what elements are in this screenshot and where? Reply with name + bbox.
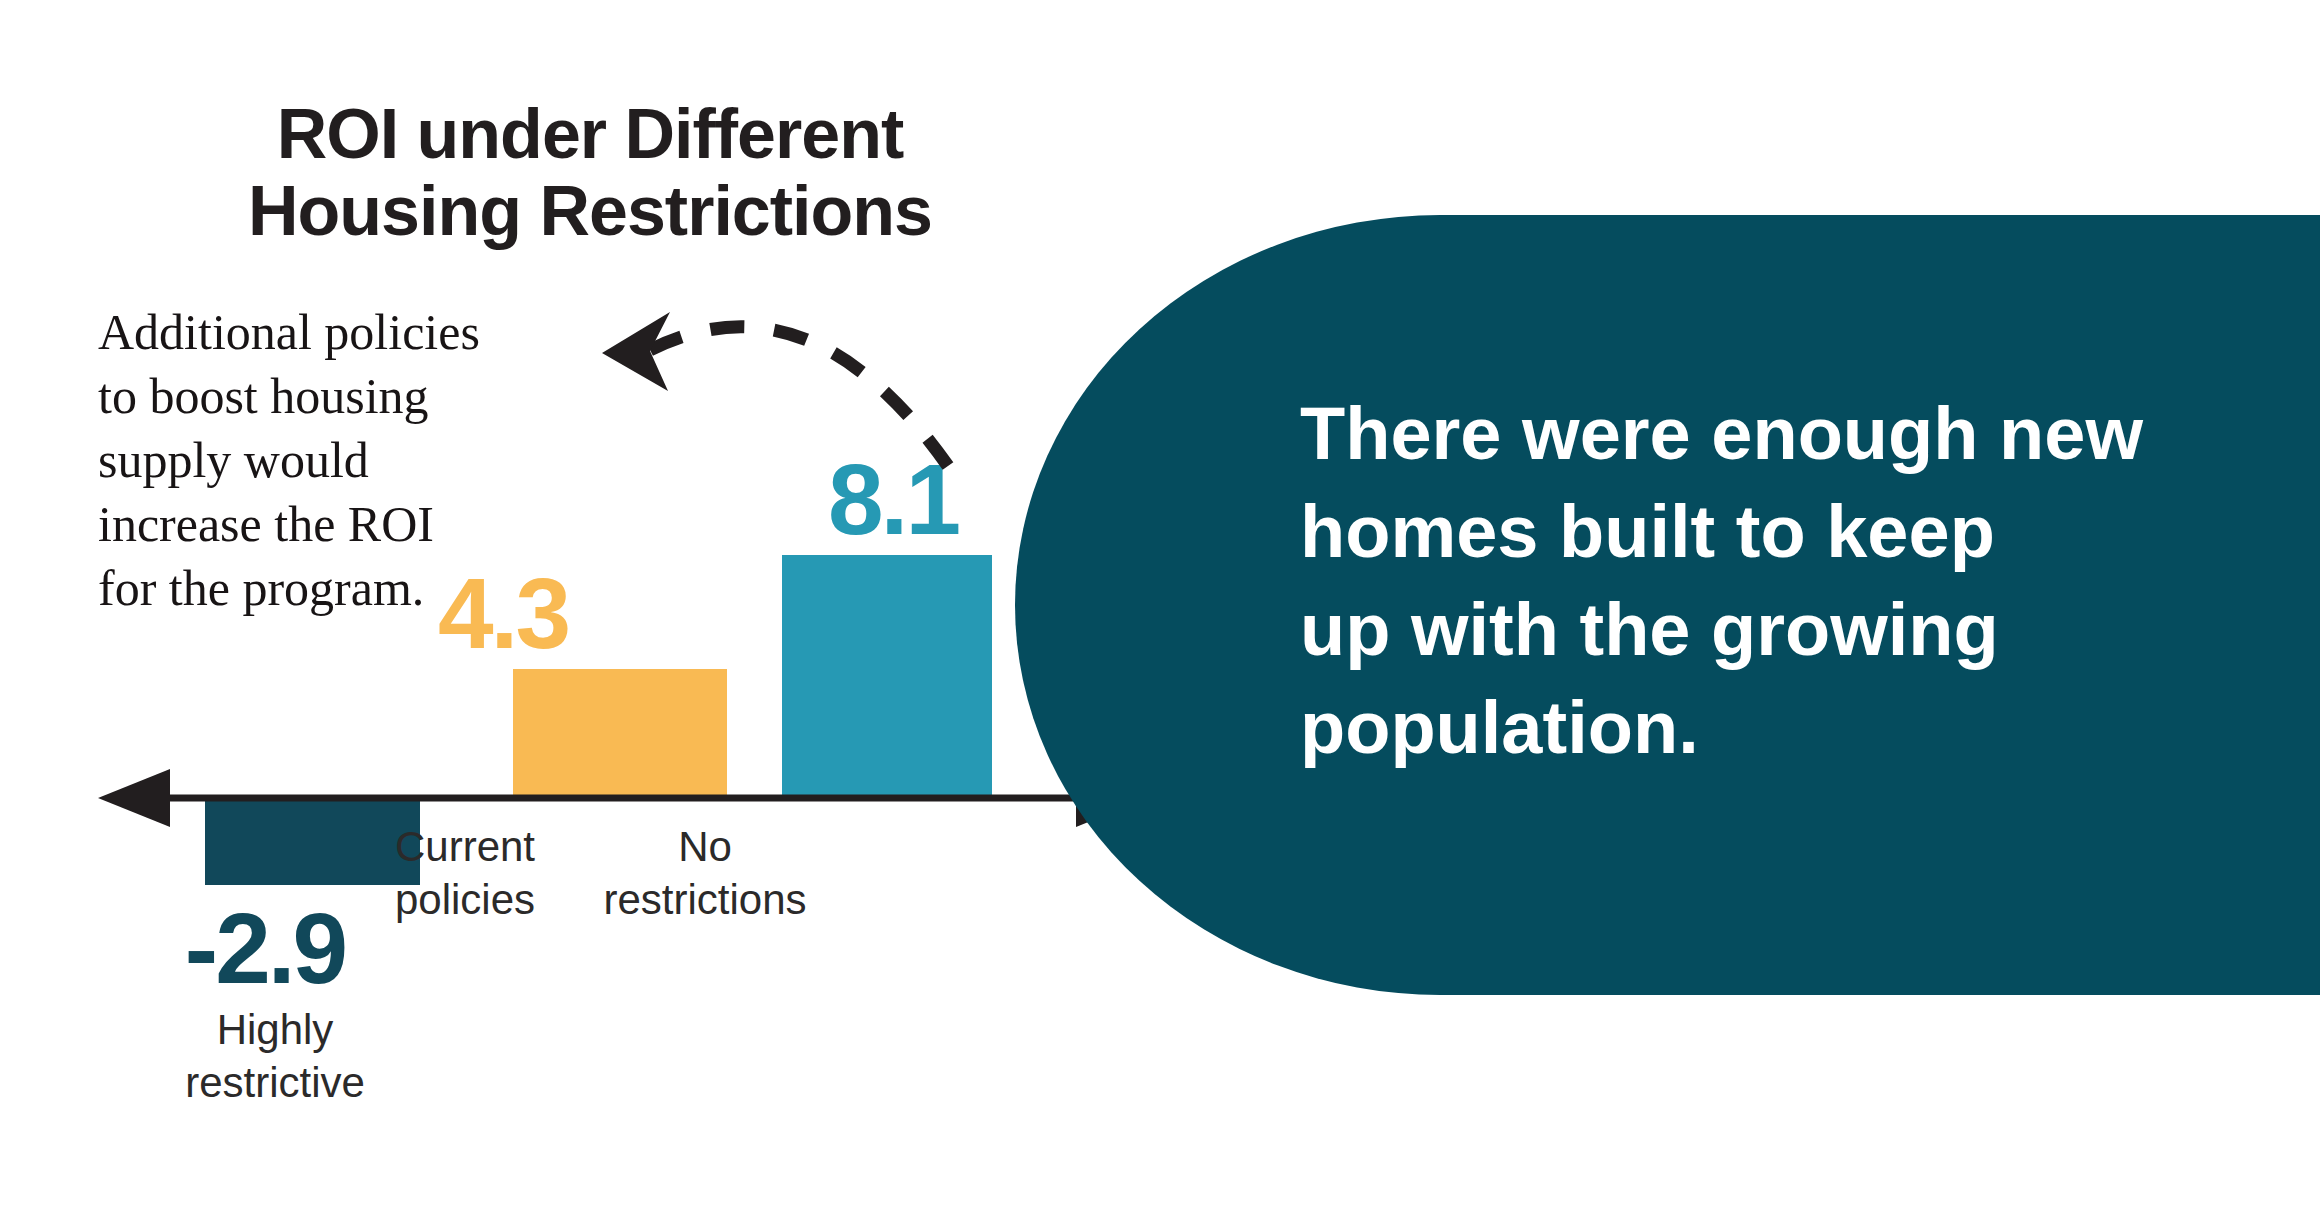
callout-text: There were enough new homes built to kee…	[1300, 385, 2143, 777]
infographic-canvas: ROI under Different Housing Restrictions…	[0, 0, 2320, 1212]
callout-line: population.	[1300, 679, 2143, 777]
callout-line: homes built to keep	[1300, 483, 2143, 581]
axis-arrow-left-icon	[98, 769, 170, 827]
curved-dashed-arrow	[650, 327, 948, 466]
callout-line: There were enough new	[1300, 385, 2143, 483]
callout-line: up with the growing	[1300, 581, 2143, 679]
